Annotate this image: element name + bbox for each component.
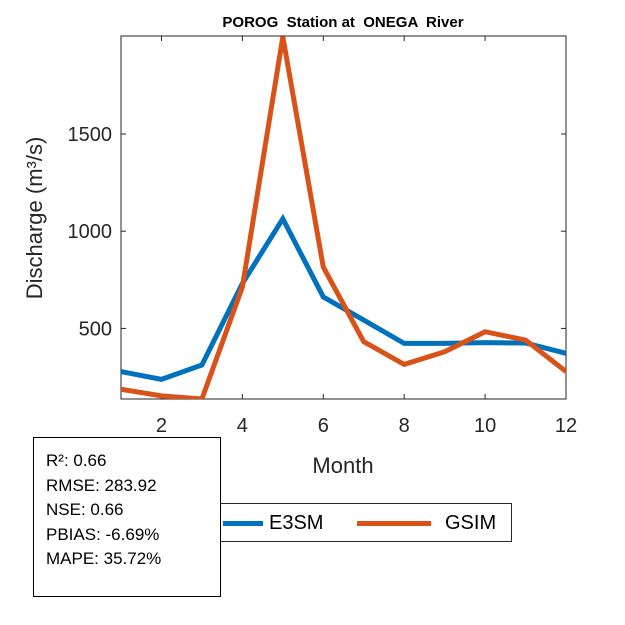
stat-mape: MAPE: 35.72% — [46, 549, 162, 568]
x-tick-label: 4 — [237, 415, 248, 437]
y-tick-label: 500 — [79, 318, 112, 340]
y-tick-label: 1500 — [68, 124, 113, 146]
legend: E3SM GSIM — [212, 503, 512, 542]
stat-r2: R²: 0.66 — [46, 451, 107, 470]
x-tick-label: 6 — [318, 415, 329, 437]
x-tick-label: 10 — [474, 415, 496, 437]
stat-nse: NSE: 0.66 — [46, 500, 124, 519]
x-tick-label: 8 — [399, 415, 410, 437]
chart-title: POROG Station at ONEGA River — [222, 14, 463, 31]
stat-pbias: PBIAS: -6.69% — [46, 524, 160, 544]
legend-label-gsim: GSIM — [445, 512, 497, 534]
legend-swatch-gsim — [357, 521, 431, 526]
y-tick-label: 1000 — [68, 221, 113, 243]
stats-box: R²: 0.66 RMSE: 283.92 NSE: 0.66 PBIAS: -… — [33, 437, 221, 597]
y-axis-label: Discharge (m³/s) — [22, 137, 47, 300]
legend-swatch-e3sm — [223, 521, 263, 526]
axes-box — [120, 35, 567, 400]
x-axis-label: Month — [312, 453, 373, 478]
series-line-gsim — [121, 36, 566, 399]
x-tick-label: 2 — [156, 415, 167, 437]
x-tick-label: 12 — [555, 415, 577, 437]
stat-rmse: RMSE: 283.92 — [46, 475, 157, 495]
legend-label-e3sm: E3SM — [269, 512, 324, 534]
